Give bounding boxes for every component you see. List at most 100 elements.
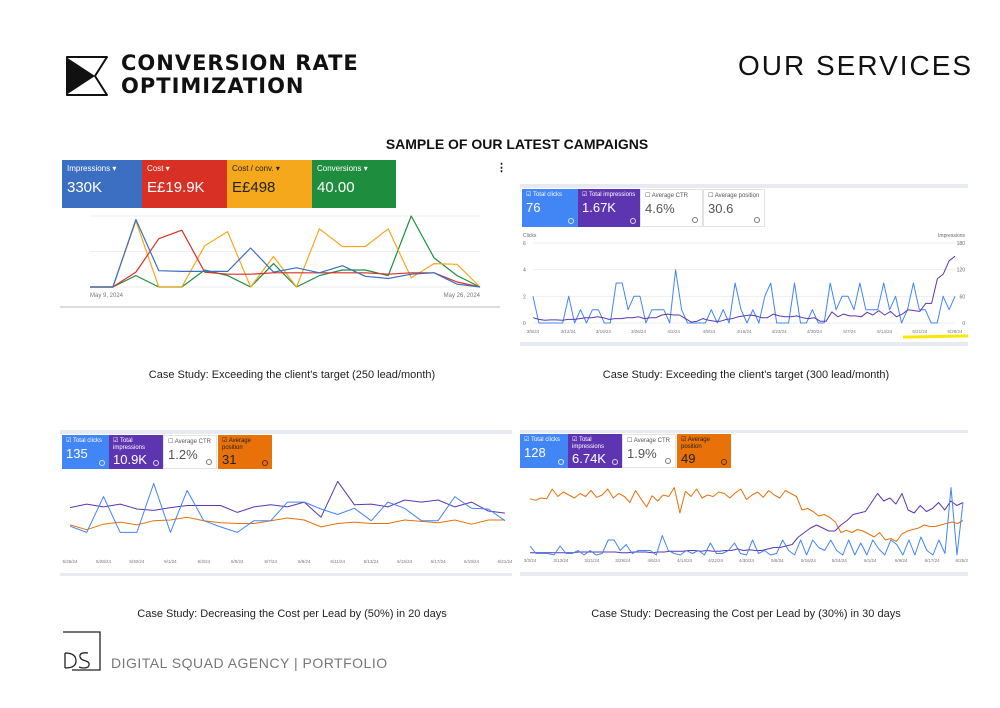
series-line-3c6fc1 — [90, 218, 481, 288]
metric-label: ☑ Total clicks — [524, 437, 560, 443]
campaign-4-chart: 3/3/24 3/13/24 3/21/24 3/29/24 4/6/24 4/14/24… — [524, 487, 968, 563]
divider — [520, 184, 968, 188]
metric-card-position[interactable]: ☐ Average position 30.6 — [703, 189, 765, 227]
metric-card-position[interactable]: ☑ Average position 49 — [677, 434, 731, 468]
y-tick-label-right: 120 — [957, 268, 966, 274]
y-tick-label-left: 2 — [523, 294, 526, 300]
x-tick-label: 6/25/24 — [955, 558, 968, 563]
help-icon[interactable] — [99, 460, 105, 466]
metric-card-cost[interactable]: Cost ▾ E£19.9K — [142, 160, 227, 208]
metric-value: 135 — [66, 445, 88, 461]
divider — [520, 342, 968, 346]
x-tick-label: 3/12/24 — [561, 329, 577, 334]
x-tick-label: May 26, 2024 — [444, 293, 481, 299]
x-tick-label: 4/30/24 — [739, 558, 755, 563]
x-tick-label: 4/2/24 — [667, 329, 680, 334]
metric-card-impressions[interactable]: ☑ Total impressions 1.67K — [578, 189, 640, 227]
x-tick-label: 3/21/24 — [584, 558, 600, 563]
metric-label: ☐ Average CTR — [168, 439, 211, 445]
help-icon[interactable] — [153, 460, 159, 466]
series-line-f5a81c — [90, 220, 481, 288]
metric-value: 1.67K — [582, 199, 616, 215]
metric-value: 4.6% — [645, 200, 675, 216]
metric-value: 1.9% — [627, 445, 657, 461]
series-line-1e8e3e — [90, 215, 481, 288]
metric-card-ctr[interactable]: ☐ Average CTR 1.9% — [622, 434, 676, 468]
divider — [520, 572, 968, 576]
y-tick-label-right: 0 — [962, 321, 965, 327]
metric-card-ctr[interactable]: ☐ Average CTR 4.6% — [640, 189, 703, 227]
help-icon[interactable] — [692, 217, 698, 223]
series-line-impressions — [69, 480, 506, 518]
metric-value: 128 — [524, 444, 546, 460]
divider — [60, 573, 512, 576]
divider — [60, 430, 512, 434]
metric-label: ☑ Total clicks — [526, 192, 562, 198]
campaign-4-panel: ☑ Total clicks 128 ☑ Total impressions 6.7… — [520, 430, 968, 576]
campaign-2-caption: Case Study: Exceeding the client's targe… — [602, 369, 890, 381]
help-icon[interactable] — [754, 217, 760, 223]
metric-label: ☑ Total impressions — [113, 438, 146, 451]
x-tick-label: 4/6/24 — [647, 558, 660, 563]
brand-line-2: OPTIMIZATION — [121, 74, 305, 98]
more-vert-icon[interactable]: ⋮ — [496, 162, 507, 174]
section-title: SAMPLE OF OUR LATEST CAMPAIGNS — [385, 136, 649, 152]
x-tick-label: 3/29/24 — [615, 558, 631, 563]
campaign-1-caption: Case Study: Exceeding the client's targe… — [148, 369, 436, 381]
x-tick-label: 3/26/24 — [631, 329, 647, 334]
x-tick-label: 5/14/24 — [877, 329, 893, 334]
metric-label: ☐ Average position — [708, 193, 760, 199]
x-tick-label: 5/28/24 — [947, 329, 963, 334]
campaign-1-chart: May 9, 2024 May 26, 2024 — [90, 215, 481, 299]
help-icon[interactable] — [262, 460, 268, 466]
x-tick-label: 4/9/24 — [703, 329, 716, 334]
metric-card-impressions[interactable]: ☑ Total impressions 6.74K — [568, 434, 622, 468]
metric-card-clicks[interactable]: ☑ Total clicks 135 — [62, 435, 109, 469]
metric-value: 330K — [67, 179, 103, 196]
series-line-clicks — [529, 487, 964, 556]
metric-value: 6.74K — [572, 451, 606, 467]
x-tick-label: 6/1/24 — [864, 558, 877, 563]
metric-value: 30.6 — [708, 200, 734, 216]
campaign-1-panel: Impressions ▾ 330K Cost ▾ E£19.9K Cost / c… — [60, 158, 507, 310]
help-icon[interactable] — [568, 218, 574, 224]
help-icon[interactable] — [630, 218, 636, 224]
metric-label: Cost / conv. ▾ — [232, 164, 280, 173]
series-line-impressions — [530, 493, 964, 554]
metric-label: ☑ Average position — [222, 438, 251, 451]
metric-card-conversions[interactable]: Conversions ▾ 40.00 — [312, 160, 396, 208]
metric-label: Impressions ▾ — [67, 164, 117, 173]
help-icon[interactable] — [665, 458, 671, 464]
brand-line-1: CONVERSION RATE — [121, 51, 359, 75]
metric-card-ctr[interactable]: ☐ Average CTR 1.2% — [163, 435, 217, 469]
campaign-3-panel: ☑ Total clicks 135 ☑ Total impressions 10.… — [60, 430, 512, 576]
x-tick-label: 5/24/24 — [832, 558, 848, 563]
metric-card-impressions[interactable]: ☑ Total impressions 10.9K — [109, 435, 163, 469]
help-icon[interactable] — [612, 459, 618, 465]
help-icon[interactable] — [721, 459, 727, 465]
x-tick-label: 3/5/24 — [527, 329, 540, 334]
series-line-position — [529, 487, 964, 542]
x-tick-label: 5/26/24 — [62, 559, 78, 564]
x-tick-label: 5/30/24 — [129, 559, 145, 564]
metric-card-impressions[interactable]: Impressions ▾ 330K — [62, 160, 142, 208]
metric-value: E£498 — [232, 179, 276, 196]
page-heading: OUR SERVICES — [738, 50, 974, 81]
metric-card-clicks[interactable]: ☑ Total clicks 128 — [520, 434, 568, 468]
y-axis-label-left: Clicks — [523, 233, 537, 239]
metric-label: ☑ Total clicks — [66, 438, 102, 444]
metric-label: Cost ▾ — [147, 164, 170, 173]
help-icon[interactable] — [558, 459, 564, 465]
x-tick-label: 6/9/24 — [895, 558, 908, 563]
metric-label: ☑ Total impressions — [572, 437, 605, 450]
metric-card-clicks[interactable]: ☑ Total clicks 76 — [522, 189, 578, 227]
x-tick-label: 6/19/24 — [464, 559, 480, 564]
x-tick-label: 6/15/24 — [397, 559, 413, 564]
metric-value: 49 — [681, 451, 696, 467]
x-tick-label: 5/16/24 — [801, 558, 817, 563]
metric-card-position[interactable]: ☑ Average position 31 — [218, 435, 272, 469]
metric-card-cost-per-conv[interactable]: Cost / conv. ▾ E£498 — [227, 160, 312, 208]
x-tick-label: 3/3/24 — [524, 558, 537, 563]
help-icon[interactable] — [206, 459, 212, 465]
